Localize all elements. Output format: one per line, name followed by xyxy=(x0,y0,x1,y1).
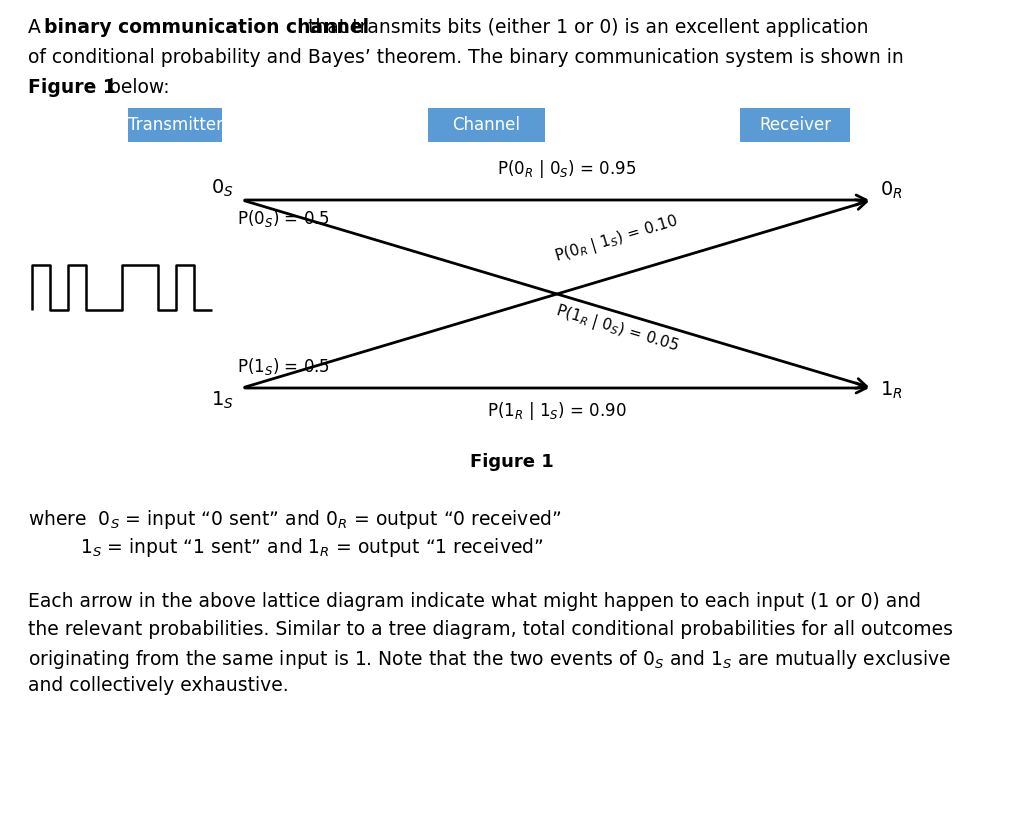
Text: where  0$_S$ = input “0 sent” and 0$_R$ = output “0 received”: where 0$_S$ = input “0 sent” and 0$_R$ =… xyxy=(28,508,561,531)
Text: below:: below: xyxy=(103,78,170,97)
Text: of conditional probability and Bayes’ theorem. The binary communication system i: of conditional probability and Bayes’ th… xyxy=(28,48,904,67)
Text: P(0$_S$) = 0.5: P(0$_S$) = 0.5 xyxy=(237,208,330,229)
Text: P(0$_R$ | 1$_S$) = 0.10: P(0$_R$ | 1$_S$) = 0.10 xyxy=(553,211,681,267)
Text: A: A xyxy=(28,18,47,37)
Text: binary communication channel: binary communication channel xyxy=(44,18,369,37)
Text: that transmits bits (either 1 or 0) is an excellent application: that transmits bits (either 1 or 0) is a… xyxy=(302,18,868,37)
Text: originating from the same input is 1. Note that the two events of 0$_S$ and 1$_S: originating from the same input is 1. No… xyxy=(28,648,951,671)
Text: Figure 1: Figure 1 xyxy=(28,78,116,97)
Text: the relevant probabilities. Similar to a tree diagram, total conditional probabi: the relevant probabilities. Similar to a… xyxy=(28,620,953,639)
Text: Receiver: Receiver xyxy=(759,116,831,134)
Text: 0$_S$: 0$_S$ xyxy=(211,178,234,200)
Text: P(1$_R$ | 1$_S$) = 0.90: P(1$_R$ | 1$_S$) = 0.90 xyxy=(487,400,627,422)
FancyBboxPatch shape xyxy=(740,108,850,142)
Text: Transmitter: Transmitter xyxy=(128,116,222,134)
FancyBboxPatch shape xyxy=(128,108,222,142)
Text: 1$_R$: 1$_R$ xyxy=(880,380,903,401)
Text: 1$_S$ = input “1 sent” and 1$_R$ = output “1 received”: 1$_S$ = input “1 sent” and 1$_R$ = outpu… xyxy=(80,536,544,559)
Text: P(1$_S$) = 0.5: P(1$_S$) = 0.5 xyxy=(237,356,330,377)
Text: Channel: Channel xyxy=(453,116,520,134)
Text: P(1$_R$ | 0$_S$) = 0.05: P(1$_R$ | 0$_S$) = 0.05 xyxy=(553,301,681,357)
Text: and collectively exhaustive.: and collectively exhaustive. xyxy=(28,676,289,695)
FancyBboxPatch shape xyxy=(428,108,545,142)
Text: 1$_S$: 1$_S$ xyxy=(211,390,234,412)
Text: 0$_R$: 0$_R$ xyxy=(880,179,903,200)
Text: P(0$_R$ | 0$_S$) = 0.95: P(0$_R$ | 0$_S$) = 0.95 xyxy=(498,158,637,180)
Text: Figure 1: Figure 1 xyxy=(470,453,554,471)
Text: Each arrow in the above lattice diagram indicate what might happen to each input: Each arrow in the above lattice diagram … xyxy=(28,592,921,611)
